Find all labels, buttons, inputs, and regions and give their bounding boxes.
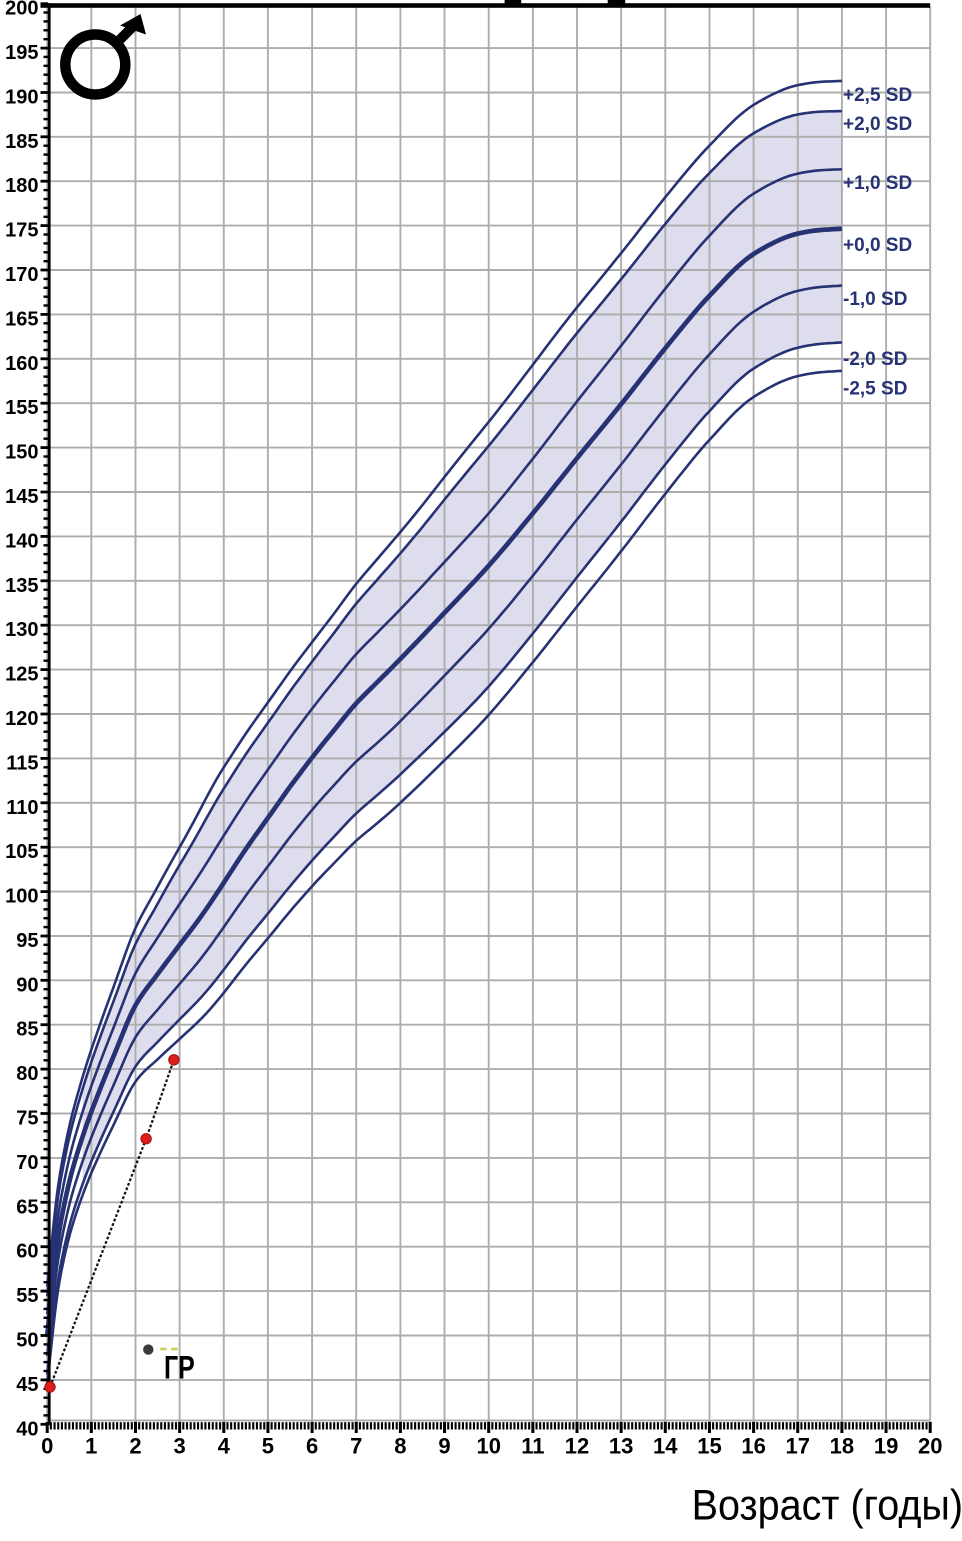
svg-text:95: 95 — [16, 930, 38, 952]
svg-text:10: 10 — [476, 1434, 500, 1459]
svg-text:-2,5 SD: -2,5 SD — [843, 379, 907, 400]
svg-text:40: 40 — [16, 1418, 38, 1440]
svg-text:130: 130 — [5, 619, 38, 641]
svg-text:65: 65 — [16, 1196, 38, 1218]
svg-text:9: 9 — [438, 1434, 450, 1459]
svg-text:50: 50 — [16, 1330, 38, 1352]
svg-text:135: 135 — [5, 575, 38, 597]
svg-text:185: 185 — [5, 131, 38, 153]
svg-text:170: 170 — [5, 264, 38, 286]
svg-text:160: 160 — [5, 353, 38, 375]
svg-text:ГР: ГР — [164, 1351, 195, 1387]
svg-text:80: 80 — [16, 1063, 38, 1085]
svg-text:125: 125 — [5, 664, 38, 686]
svg-text:155: 155 — [5, 397, 38, 419]
svg-text:175: 175 — [5, 220, 38, 242]
svg-text:+1,0 SD: +1,0 SD — [843, 173, 912, 194]
svg-text:20: 20 — [918, 1434, 942, 1459]
svg-text:-2,0 SD: -2,0 SD — [843, 349, 907, 370]
svg-text:16: 16 — [741, 1434, 765, 1459]
svg-text:19: 19 — [874, 1434, 898, 1459]
svg-text:5: 5 — [262, 1434, 274, 1459]
svg-text:Возраст (годы): Возраст (годы) — [692, 1481, 962, 1529]
svg-text:15: 15 — [697, 1434, 721, 1459]
svg-text:6: 6 — [306, 1434, 318, 1459]
svg-text:200: 200 — [5, 0, 38, 20]
svg-text:13: 13 — [609, 1434, 633, 1459]
svg-text:180: 180 — [5, 175, 38, 197]
svg-text:14: 14 — [653, 1434, 678, 1459]
svg-text:120: 120 — [5, 708, 38, 730]
svg-text:17: 17 — [786, 1434, 810, 1459]
svg-text:8: 8 — [394, 1434, 406, 1459]
svg-text:-1,0 SD: -1,0 SD — [843, 289, 907, 310]
svg-text:110: 110 — [6, 797, 38, 819]
svg-text:4: 4 — [218, 1434, 231, 1459]
svg-text:145: 145 — [5, 486, 38, 508]
svg-text:11: 11 — [521, 1434, 544, 1459]
svg-text:195: 195 — [5, 42, 38, 64]
svg-text:190: 190 — [5, 87, 38, 109]
svg-text:140: 140 — [5, 530, 38, 552]
svg-text:60: 60 — [16, 1241, 38, 1263]
svg-text:+2,5 SD: +2,5 SD — [843, 85, 912, 106]
svg-text:165: 165 — [5, 308, 38, 330]
svg-text:150: 150 — [5, 442, 38, 464]
svg-text:75: 75 — [16, 1108, 38, 1130]
svg-text:115: 115 — [6, 752, 38, 774]
svg-text:2: 2 — [129, 1434, 141, 1459]
svg-text:55: 55 — [16, 1285, 38, 1307]
svg-text:85: 85 — [16, 1019, 38, 1041]
svg-text:45: 45 — [16, 1374, 38, 1396]
svg-text:18: 18 — [830, 1434, 854, 1459]
svg-text:100: 100 — [5, 886, 38, 908]
svg-text:+2,0 SD: +2,0 SD — [843, 114, 912, 135]
svg-text:70: 70 — [16, 1152, 38, 1174]
svg-text:12: 12 — [565, 1434, 589, 1459]
svg-text:7: 7 — [350, 1434, 362, 1459]
svg-text:1: 1 — [85, 1434, 97, 1459]
svg-text:105: 105 — [5, 841, 38, 863]
svg-text:3: 3 — [173, 1434, 185, 1459]
svg-text:+0,0 SD: +0,0 SD — [843, 235, 912, 256]
svg-text:0: 0 — [41, 1434, 53, 1459]
svg-text:90: 90 — [16, 974, 38, 996]
